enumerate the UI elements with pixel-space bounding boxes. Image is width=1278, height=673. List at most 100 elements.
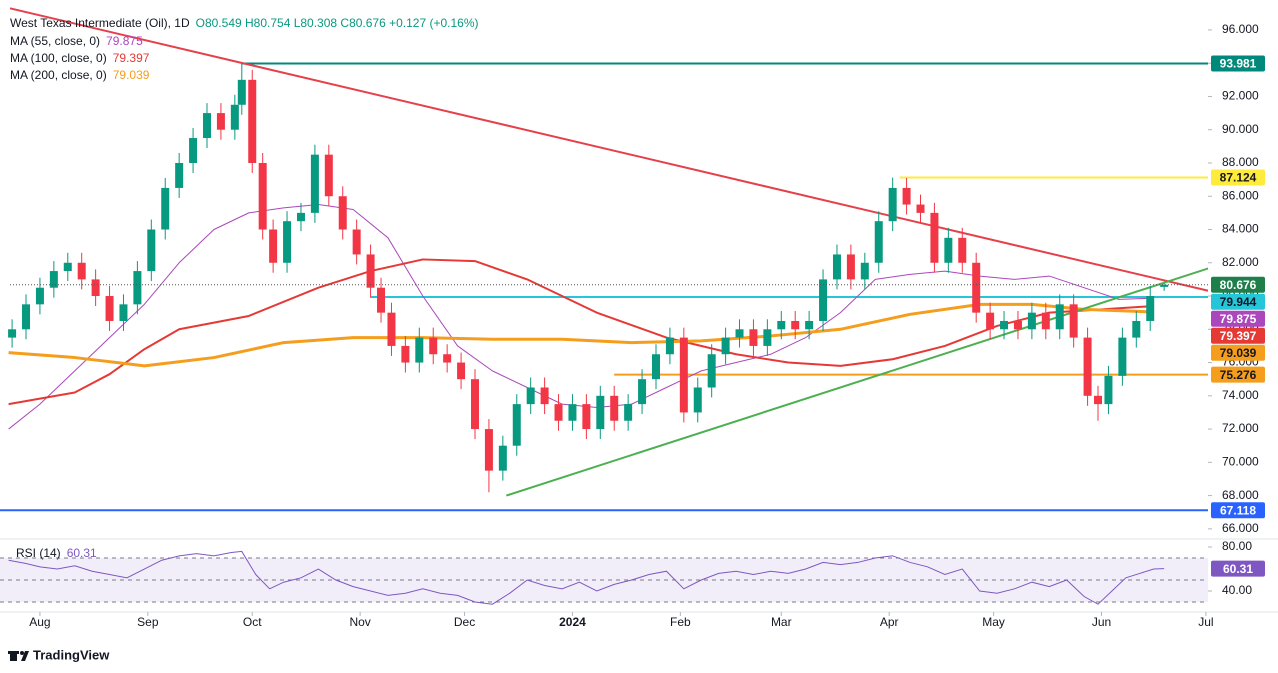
candle-body — [119, 304, 128, 321]
candle-body — [443, 354, 452, 363]
candle-body — [377, 287, 386, 313]
candle-body — [216, 113, 225, 130]
candle-body — [986, 312, 995, 330]
candle-body — [624, 404, 633, 421]
candle-body — [22, 304, 31, 330]
candle-body — [1146, 296, 1155, 321]
price-tag — [1211, 344, 1265, 361]
candle-body — [930, 212, 939, 263]
candle-body — [429, 337, 438, 355]
candle-body — [902, 187, 911, 205]
legend-ohlc: O80.549 H80.754 L80.308 C80.676 +0.127 (… — [196, 16, 479, 30]
candle-body — [296, 212, 305, 222]
candle-body — [387, 312, 396, 346]
rsi-tag-label: 60.31 — [1223, 562, 1253, 576]
candle-body — [972, 262, 981, 313]
trendline — [506, 267, 1208, 497]
candle-body — [1041, 312, 1050, 330]
candle-body — [230, 104, 239, 130]
candle-body — [77, 262, 86, 280]
candle-body — [202, 113, 211, 139]
candle-body — [35, 287, 44, 305]
candle-body — [846, 254, 855, 280]
candle-body — [651, 354, 660, 380]
price-tag-label: 79.039 — [1220, 346, 1257, 360]
candle-body — [1094, 395, 1103, 405]
price-tag — [1211, 502, 1265, 519]
candle-body — [763, 329, 772, 346]
candle-body — [610, 395, 619, 421]
candle-body — [366, 254, 375, 288]
price-tag-label: 80.676 — [1220, 278, 1257, 292]
y-tick-label: 84.000 — [1222, 222, 1259, 236]
price-tag-label: 79.944 — [1220, 295, 1257, 309]
price-tag-label: 93.981 — [1220, 57, 1257, 71]
candle-body — [693, 387, 702, 413]
legend-series-name: MA (55, close, 0) — [10, 34, 100, 48]
legend-series-value: 79.875 — [106, 34, 143, 48]
price-tag — [1211, 293, 1265, 310]
y-tick-label: 66.000 — [1222, 521, 1259, 535]
candle-body — [248, 79, 257, 163]
candle-body — [791, 320, 800, 330]
x-tick-label: 2024 — [559, 615, 586, 629]
candle-body — [1132, 320, 1141, 338]
candle-body — [526, 387, 535, 405]
candle-body — [512, 404, 521, 446]
candle-body — [8, 329, 17, 338]
candle-body — [484, 429, 493, 471]
y-tick-label: 92.000 — [1222, 89, 1259, 103]
trendline — [9, 7, 1208, 292]
candle-body — [679, 337, 688, 413]
candle-body — [568, 404, 577, 421]
brand-name: TradingView — [33, 647, 110, 662]
x-tick-label: Aug — [29, 615, 50, 629]
candle-body — [916, 204, 925, 213]
candle-body — [735, 329, 744, 338]
candle-body — [49, 271, 58, 288]
candle-body — [352, 229, 361, 255]
candle-body — [105, 296, 114, 321]
rsi-line — [8, 550, 1165, 605]
candle-body — [596, 395, 605, 430]
candle-body — [665, 337, 674, 355]
candle-body — [258, 162, 267, 230]
x-tick-label: Oct — [243, 615, 262, 629]
candle-body — [470, 379, 479, 430]
moving-average — [8, 204, 1154, 430]
price-tag — [1211, 366, 1265, 383]
y-tick-label: 72.000 — [1222, 421, 1259, 435]
candle-body — [338, 196, 347, 230]
candle-body — [805, 320, 814, 330]
price-tag-label: 79.397 — [1220, 329, 1257, 343]
price-tag — [1211, 327, 1265, 344]
x-tick-label: Apr — [880, 615, 899, 629]
x-tick-label: Nov — [349, 615, 370, 629]
candle-body — [777, 320, 786, 330]
y-tick-label: 70.000 — [1222, 455, 1259, 469]
price-tag — [1211, 276, 1265, 293]
y-tick-label: 82.000 — [1222, 255, 1259, 269]
y-tick-label: 96.000 — [1222, 22, 1259, 36]
candle-body — [310, 154, 319, 213]
y-tick-label: 68.000 — [1222, 488, 1259, 502]
legend-series-name: MA (100, close, 0) — [10, 51, 107, 65]
price-tag — [1211, 169, 1265, 186]
price-tag — [1211, 310, 1265, 327]
x-tick-label: Mar — [771, 615, 792, 629]
rsi-legend-name: RSI (14) — [16, 546, 61, 560]
candle-body — [237, 79, 246, 105]
candle-body — [1118, 337, 1127, 376]
candle-body — [1069, 304, 1078, 338]
legend-series-value: 79.039 — [113, 68, 150, 82]
candle-body — [1160, 284, 1169, 287]
candle-body — [1055, 304, 1064, 330]
axis-layer: 66.00068.00070.00072.00074.00076.00078.0… — [29, 22, 1265, 629]
price-tag-label: 87.124 — [1220, 171, 1257, 185]
x-tick-label: Jun — [1092, 615, 1111, 629]
y-tick-label: 86.000 — [1222, 188, 1259, 202]
rsi-pane — [0, 550, 1208, 605]
x-tick-label: Feb — [670, 615, 691, 629]
candle-body — [324, 154, 333, 197]
